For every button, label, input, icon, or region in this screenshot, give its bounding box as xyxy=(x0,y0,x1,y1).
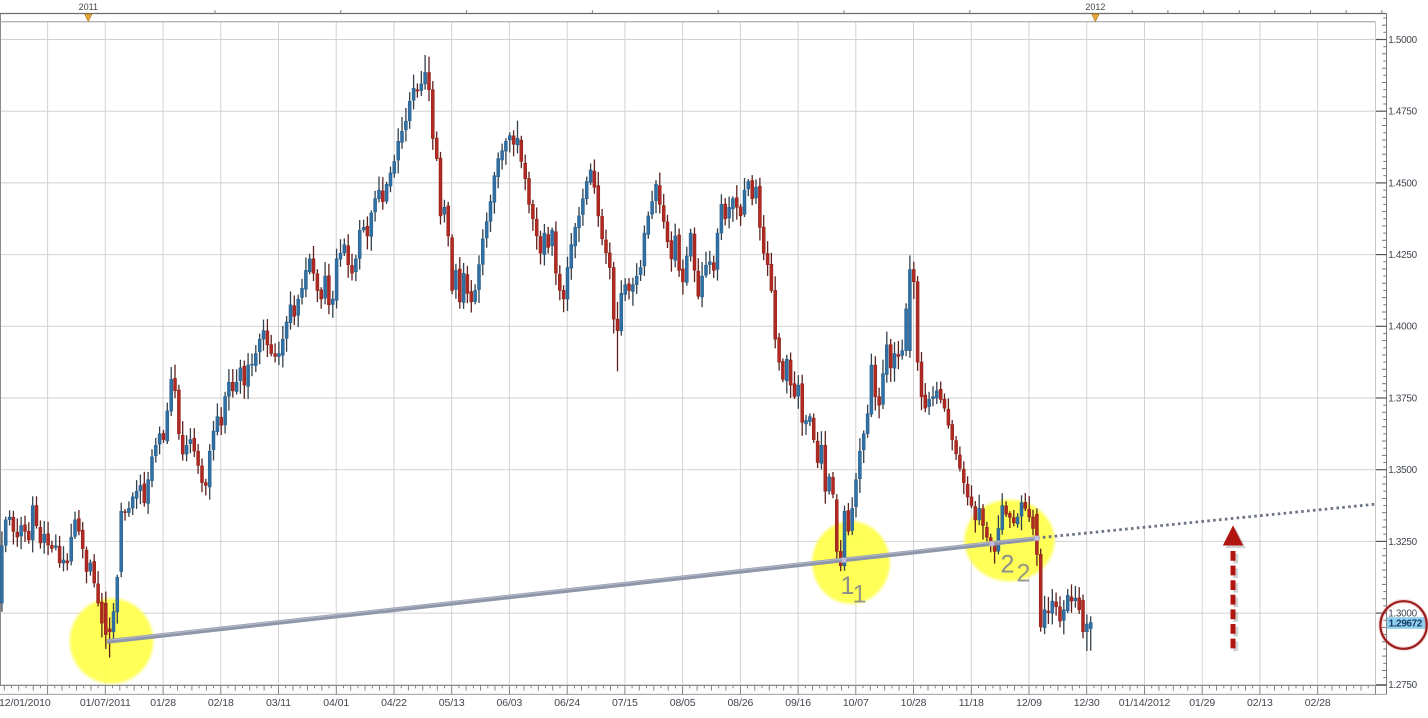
svg-text:2011: 2011 xyxy=(79,2,98,12)
svg-text:1.4500: 1.4500 xyxy=(1388,178,1417,189)
svg-text:1.5000: 1.5000 xyxy=(1388,35,1417,46)
svg-text:1: 1 xyxy=(841,572,855,600)
svg-text:2: 2 xyxy=(1017,560,1031,588)
svg-text:01/07/2011: 01/07/2011 xyxy=(80,697,131,709)
svg-text:01/14/2012: 01/14/2012 xyxy=(1119,697,1171,709)
svg-text:06/24: 06/24 xyxy=(554,697,580,709)
svg-text:2012: 2012 xyxy=(1085,2,1105,12)
svg-text:1.3250: 1.3250 xyxy=(1388,537,1417,548)
svg-text:12/01/2010: 12/01/2010 xyxy=(0,697,51,709)
svg-text:1: 1 xyxy=(853,581,867,609)
svg-text:10/07: 10/07 xyxy=(843,697,869,709)
svg-text:02/18: 02/18 xyxy=(208,697,234,709)
svg-text:1.3000: 1.3000 xyxy=(1388,609,1417,620)
svg-text:1.4000: 1.4000 xyxy=(1388,322,1417,333)
svg-text:2: 2 xyxy=(1001,551,1015,579)
svg-text:01/28: 01/28 xyxy=(150,697,176,709)
svg-text:04/01: 04/01 xyxy=(323,697,349,709)
svg-text:09/16: 09/16 xyxy=(785,697,811,709)
svg-text:08/05: 08/05 xyxy=(670,697,696,709)
svg-text:06/03: 06/03 xyxy=(497,697,523,709)
svg-text:02/13: 02/13 xyxy=(1247,697,1273,709)
svg-text:1.3750: 1.3750 xyxy=(1388,393,1417,404)
svg-text:1.29672: 1.29672 xyxy=(1389,618,1423,629)
svg-text:10/28: 10/28 xyxy=(901,697,927,709)
svg-text:12/30: 12/30 xyxy=(1074,697,1100,709)
svg-text:12/09: 12/09 xyxy=(1016,697,1042,709)
svg-text:08/26: 08/26 xyxy=(728,697,754,709)
svg-text:11/18: 11/18 xyxy=(959,697,984,709)
svg-text:02/28: 02/28 xyxy=(1305,697,1331,709)
svg-text:1.4250: 1.4250 xyxy=(1388,250,1417,261)
svg-text:1.3500: 1.3500 xyxy=(1388,465,1417,476)
svg-text:04/22: 04/22 xyxy=(381,697,407,709)
svg-text:07/15: 07/15 xyxy=(612,697,638,709)
svg-text:03/11: 03/11 xyxy=(266,697,291,709)
svg-text:1.4750: 1.4750 xyxy=(1388,107,1417,118)
svg-text:1.2750: 1.2750 xyxy=(1388,680,1417,691)
svg-text:01/29: 01/29 xyxy=(1189,697,1215,709)
svg-text:05/13: 05/13 xyxy=(439,697,465,709)
